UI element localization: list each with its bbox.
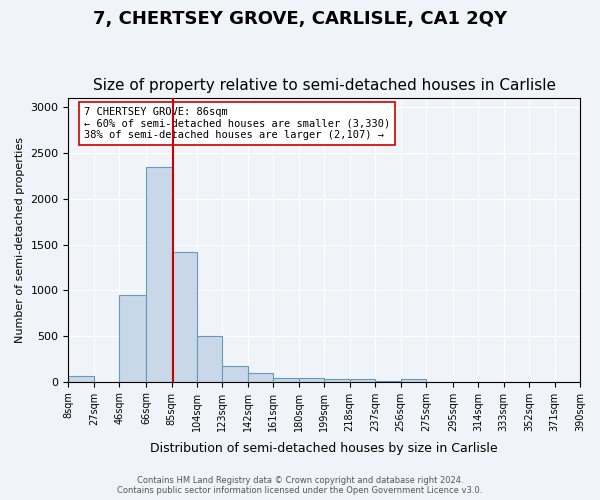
Bar	[350, 380, 375, 382]
Bar	[401, 379, 426, 382]
Bar	[274, 378, 299, 382]
Bar	[146, 167, 172, 382]
Bar	[299, 378, 324, 382]
Bar	[119, 295, 146, 382]
Text: 7, CHERTSEY GROVE, CARLISLE, CA1 2QY: 7, CHERTSEY GROVE, CARLISLE, CA1 2QY	[93, 10, 507, 28]
Y-axis label: Number of semi-detached properties: Number of semi-detached properties	[15, 137, 25, 343]
Bar	[375, 381, 401, 382]
Bar	[68, 376, 94, 382]
X-axis label: Distribution of semi-detached houses by size in Carlisle: Distribution of semi-detached houses by …	[151, 442, 498, 455]
Text: Contains HM Land Registry data © Crown copyright and database right 2024.
Contai: Contains HM Land Registry data © Crown c…	[118, 476, 482, 495]
Bar	[324, 379, 350, 382]
Bar	[223, 366, 248, 382]
Text: 7 CHERTSEY GROVE: 86sqm
← 60% of semi-detached houses are smaller (3,330)
38% of: 7 CHERTSEY GROVE: 86sqm ← 60% of semi-de…	[84, 107, 390, 140]
Bar	[248, 374, 274, 382]
Title: Size of property relative to semi-detached houses in Carlisle: Size of property relative to semi-detach…	[93, 78, 556, 93]
Bar	[172, 252, 197, 382]
Bar	[197, 336, 223, 382]
